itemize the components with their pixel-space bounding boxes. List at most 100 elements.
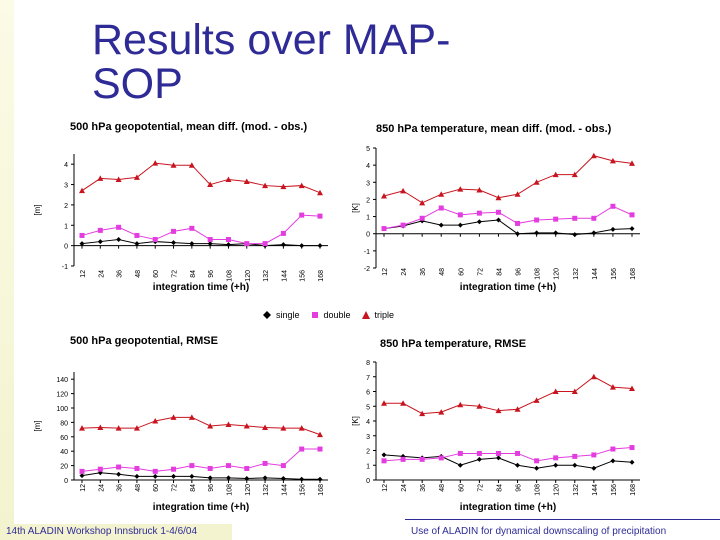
legend-double-label: double — [323, 310, 351, 320]
point-double — [207, 237, 213, 243]
point-single — [207, 475, 213, 481]
footer-left-text: 14th ALADIN Workshop Innsbruck 1-4/6/04 — [6, 526, 198, 537]
point-single — [225, 475, 231, 481]
series-line-triple — [81, 416, 321, 436]
x-tick-label: 144 — [592, 484, 599, 496]
x-tick-label: 168 — [318, 270, 325, 282]
point-single — [262, 475, 268, 481]
x-tick-label: 60 — [458, 484, 465, 492]
point-double — [419, 456, 425, 462]
y-tick-label: 60 — [60, 435, 68, 442]
point-single — [515, 462, 521, 468]
x-tick-label: 84 — [496, 484, 503, 492]
y-tick-label: 6 — [366, 390, 370, 397]
series-line-double — [383, 205, 633, 230]
point-single — [629, 459, 635, 465]
point-double — [152, 468, 158, 474]
point-double — [495, 450, 501, 456]
point-double — [244, 465, 250, 471]
point-single — [572, 462, 578, 468]
x-tick-label: 120 — [554, 268, 561, 280]
point-double — [629, 445, 635, 451]
x-tick-label: 168 — [630, 484, 637, 496]
y-tick-label: 1 — [366, 215, 370, 222]
x-axis-label: integration time (+h) — [153, 282, 249, 293]
y-tick-label: 2 — [64, 203, 68, 210]
x-tick-label: 108 — [226, 270, 233, 282]
x-tick-label: 96 — [208, 270, 215, 278]
point-double — [457, 450, 463, 456]
x-tick-label: 108 — [535, 268, 542, 280]
point-triple — [262, 182, 269, 189]
x-tick-label: 108 — [226, 484, 233, 496]
chart-4-title: 850 hPa temperature, RMSE — [380, 338, 527, 350]
x-tick-label: 144 — [281, 484, 288, 496]
point-triple — [495, 194, 502, 201]
x-tick-label: 36 — [420, 268, 427, 276]
point-double — [381, 226, 387, 232]
point-double — [280, 463, 286, 469]
point-triple — [514, 406, 521, 412]
x-tick-label: 48 — [439, 484, 446, 492]
x-tick-label: 60 — [458, 268, 465, 276]
point-double — [629, 212, 635, 218]
legend-single: single — [262, 310, 300, 320]
y-tick-label: 0 — [366, 478, 370, 485]
point-triple — [495, 407, 502, 414]
point-double — [299, 212, 305, 218]
legend-double-marker — [311, 312, 318, 318]
x-tick-label: 36 — [117, 484, 124, 492]
point-single — [317, 243, 323, 249]
point-single — [610, 458, 616, 464]
point-triple — [262, 424, 269, 430]
series-line-triple — [384, 376, 633, 415]
point-double — [476, 210, 482, 216]
y-tick-label: 2 — [366, 449, 370, 456]
point-single — [476, 219, 482, 225]
point-single — [457, 222, 463, 228]
point-triple — [133, 425, 140, 431]
y-tick-label: 1 — [64, 223, 68, 230]
point-triple — [115, 176, 122, 182]
point-triple — [552, 171, 559, 178]
point-triple — [629, 385, 635, 392]
point-double — [97, 466, 103, 472]
point-single — [116, 471, 122, 477]
point-double — [515, 450, 521, 456]
point-double — [419, 215, 425, 221]
point-double — [262, 241, 268, 247]
point-triple — [533, 179, 540, 185]
point-double — [591, 215, 597, 221]
x-axis-label: integration time (+h) — [460, 502, 556, 513]
point-triple — [419, 199, 426, 206]
point-double — [317, 213, 323, 219]
x-tick-label: 12 — [382, 268, 389, 276]
point-triple — [552, 388, 559, 394]
x-tick-label: 144 — [592, 268, 599, 280]
point-single — [629, 226, 635, 232]
point-single — [116, 237, 122, 243]
x-tick-label: 84 — [190, 270, 197, 278]
x-tick-label: 48 — [439, 268, 446, 276]
legend: single double triple — [262, 310, 394, 320]
x-tick-label: 96 — [208, 484, 215, 492]
point-double — [225, 463, 231, 469]
point-double — [189, 225, 195, 231]
point-triple — [97, 175, 104, 181]
point-double — [280, 230, 286, 236]
y-tick-label: 3 — [366, 434, 370, 441]
point-triple — [457, 401, 464, 408]
point-double — [189, 463, 195, 469]
point-single — [134, 241, 140, 247]
point-double — [244, 241, 250, 247]
x-tick-label: 84 — [190, 484, 197, 492]
x-tick-label: 12 — [382, 484, 389, 492]
x-tick-label: 48 — [135, 270, 142, 278]
point-single — [495, 217, 501, 223]
point-single — [280, 476, 286, 482]
slide-title-line1: Results over MAP- — [92, 16, 451, 64]
point-triple — [533, 397, 540, 403]
point-triple — [170, 414, 177, 420]
y-tick-label: 20 — [60, 464, 68, 471]
point-double — [400, 222, 406, 228]
